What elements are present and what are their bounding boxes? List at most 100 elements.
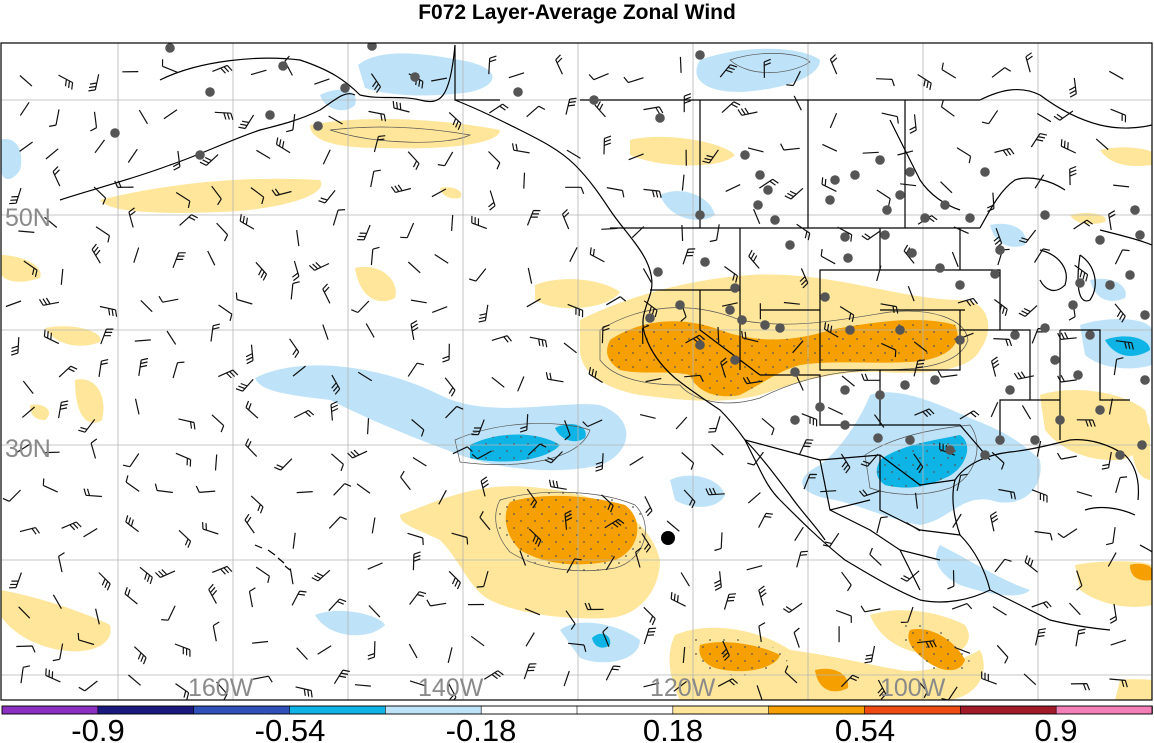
wind-barb bbox=[252, 675, 273, 683]
wind-barb bbox=[641, 533, 652, 553]
wind-barb bbox=[207, 250, 216, 266]
wind-barb bbox=[1110, 639, 1127, 646]
station-dot bbox=[920, 213, 930, 223]
wind-barb bbox=[877, 679, 887, 700]
wind-barb bbox=[916, 679, 928, 699]
wind-barb bbox=[9, 187, 22, 205]
lon-label-140w: 140W bbox=[418, 674, 484, 702]
wind-barb bbox=[488, 103, 509, 114]
wind-barb bbox=[451, 214, 454, 231]
wind-barb bbox=[1019, 229, 1037, 244]
wind-barb bbox=[88, 74, 100, 92]
wind-barb bbox=[140, 299, 153, 313]
wind-barb bbox=[289, 568, 294, 585]
station-dot bbox=[1105, 280, 1115, 290]
wind-barb bbox=[876, 265, 882, 282]
wind-barb bbox=[641, 324, 650, 345]
wind-barb bbox=[684, 374, 704, 382]
wind-barb bbox=[172, 361, 185, 379]
wind-barb bbox=[793, 627, 800, 648]
wind-barb bbox=[367, 562, 383, 570]
wind-barb bbox=[906, 521, 921, 532]
wind-barb bbox=[38, 297, 60, 306]
wind-barb bbox=[211, 185, 222, 206]
wind-barb bbox=[987, 192, 995, 212]
wind-barb bbox=[900, 570, 920, 582]
wind-barb bbox=[721, 302, 738, 307]
wind-barbs bbox=[2, 52, 1134, 700]
wind-barb bbox=[517, 376, 525, 392]
wind-barb bbox=[1031, 601, 1052, 609]
wind-barb bbox=[1095, 138, 1109, 150]
wind-barb bbox=[99, 305, 118, 317]
station-dot bbox=[165, 43, 175, 53]
wind-barb bbox=[643, 188, 662, 198]
station-dot bbox=[980, 167, 990, 177]
wind-barb bbox=[794, 526, 804, 542]
wind-barb bbox=[862, 151, 879, 154]
wind-barb bbox=[780, 143, 800, 151]
wind-barb bbox=[291, 590, 307, 606]
wind-barb bbox=[367, 641, 376, 660]
wind-barb bbox=[19, 101, 30, 116]
wind-barb bbox=[77, 632, 95, 646]
wind-barb bbox=[937, 370, 958, 378]
lon-label-120w: 120W bbox=[650, 674, 716, 702]
wind-barb bbox=[483, 670, 504, 680]
wind-barb bbox=[210, 323, 221, 342]
wind-barb bbox=[629, 456, 644, 466]
wind-barb bbox=[331, 374, 341, 395]
wind-barb bbox=[1074, 264, 1089, 282]
wind-barb bbox=[1030, 133, 1048, 148]
wind-barb bbox=[174, 643, 191, 657]
station-dot bbox=[880, 230, 890, 240]
station-dot bbox=[825, 195, 835, 205]
wind-barb bbox=[758, 622, 766, 643]
wind-barb bbox=[98, 572, 111, 591]
wind-barb bbox=[214, 111, 234, 120]
wind-barb bbox=[134, 398, 140, 415]
station-dot bbox=[755, 170, 765, 180]
station-dot bbox=[955, 335, 965, 345]
wind-barb bbox=[679, 56, 682, 73]
station-dot bbox=[1125, 270, 1135, 280]
wind-barb bbox=[15, 443, 31, 454]
wind-barb bbox=[1035, 628, 1046, 646]
wind-barb bbox=[681, 452, 695, 470]
wind-barb bbox=[725, 184, 741, 192]
station-markers bbox=[110, 43, 1150, 460]
wind-barb bbox=[563, 342, 577, 354]
wind-barb bbox=[400, 222, 415, 239]
wind-barb bbox=[480, 476, 489, 497]
wind-barb bbox=[589, 247, 605, 263]
wind-barb bbox=[271, 188, 292, 197]
wind-barb bbox=[604, 518, 625, 529]
station-dot bbox=[110, 128, 120, 138]
wind-barb bbox=[1070, 683, 1091, 691]
wind-barb bbox=[154, 569, 176, 578]
wind-barb bbox=[792, 340, 804, 354]
wind-barb bbox=[179, 214, 198, 226]
wind-barb bbox=[835, 609, 852, 623]
wind-barb bbox=[519, 550, 527, 566]
station-dot bbox=[820, 292, 830, 302]
wind-barb bbox=[527, 443, 547, 456]
wind-barb bbox=[1101, 451, 1112, 470]
station-dot bbox=[737, 315, 747, 325]
wind-barb bbox=[491, 376, 505, 388]
wind-barb bbox=[52, 594, 62, 609]
wind-barb bbox=[470, 635, 485, 647]
station-dot bbox=[730, 355, 740, 365]
colorbar-label: 0.18 bbox=[643, 713, 703, 743]
wind-barb bbox=[952, 513, 962, 528]
wind-barb bbox=[796, 375, 804, 391]
wind-barb bbox=[680, 572, 690, 587]
wind-barb bbox=[799, 268, 809, 289]
wind-barb bbox=[526, 298, 541, 308]
wind-barb bbox=[431, 188, 447, 198]
station-dot bbox=[695, 340, 705, 350]
wind-barb bbox=[747, 492, 761, 504]
wind-barb bbox=[275, 137, 291, 154]
station-dot bbox=[775, 323, 785, 333]
wind-barb bbox=[913, 341, 928, 353]
